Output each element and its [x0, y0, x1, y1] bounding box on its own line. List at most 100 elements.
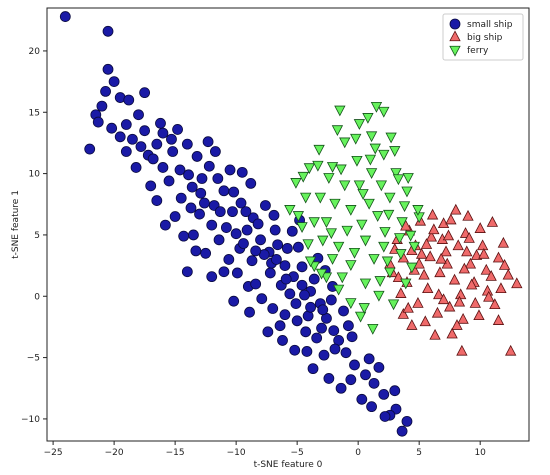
data-point-ferry	[326, 254, 339, 265]
data-point-ferry	[339, 137, 351, 149]
data-point-ferry	[364, 154, 377, 166]
data-point-ferry	[406, 262, 418, 274]
legend-items: small ship big ship ferry	[449, 18, 513, 57]
data-point-small-ship	[102, 63, 114, 75]
data-point-ferry	[353, 180, 366, 192]
data-point-big-ship	[486, 216, 499, 227]
data-point-small-ship	[139, 125, 151, 137]
data-point-ferry	[402, 173, 414, 184]
data-point-ferry	[292, 211, 305, 222]
x-tick-label: −20	[105, 448, 124, 458]
y-tick-label: 5	[34, 231, 40, 241]
data-point-small-ship	[235, 197, 247, 209]
data-point-big-ship	[444, 300, 456, 312]
data-point-ferry	[351, 155, 363, 167]
data-point-ferry	[334, 105, 346, 117]
data-point-small-ship	[345, 374, 357, 386]
data-point-big-ship	[492, 251, 505, 263]
data-point-small-ship	[130, 162, 142, 173]
data-point-small-ship	[188, 229, 199, 241]
data-point-ferry	[339, 180, 351, 192]
data-point-big-ship	[498, 258, 511, 270]
data-point-big-ship	[489, 298, 501, 309]
y-tick-label: 15	[29, 108, 40, 118]
data-point-ferry	[304, 256, 317, 268]
data-point-small-ship	[241, 224, 253, 236]
legend-item: ferry	[449, 45, 489, 57]
data-point-big-ship	[426, 208, 439, 220]
data-point-ferry	[378, 241, 390, 253]
data-point-small-ship	[279, 309, 291, 321]
data-point-small-ship	[100, 86, 111, 97]
data-point-small-ship	[212, 173, 224, 184]
data-point-big-ship	[478, 247, 490, 259]
data-point-small-ship	[360, 369, 371, 381]
data-point-small-ship	[167, 146, 179, 157]
data-point-ferry	[381, 256, 394, 268]
data-point-small-ship	[114, 131, 126, 143]
data-point-ferry	[385, 132, 397, 144]
data-point-small-ship	[151, 195, 163, 206]
data-point-ferry	[315, 268, 328, 280]
data-point-small-ship	[214, 206, 226, 218]
data-point-ferry	[353, 119, 366, 130]
data-point-small-ship	[250, 278, 262, 290]
data-point-ferry	[401, 186, 413, 198]
data-point-ferry	[302, 239, 314, 251]
y-tick-label: 0	[34, 292, 40, 302]
data-point-big-ship	[418, 268, 430, 280]
legend-marker	[449, 45, 461, 57]
data-point-big-ship	[485, 270, 497, 281]
data-point-big-ship	[492, 314, 505, 325]
data-point-small-ship	[196, 173, 208, 184]
data-point-small-ship	[120, 146, 132, 157]
data-point-small-ship	[368, 377, 380, 389]
data-point-small-ship	[325, 294, 337, 306]
data-point-big-ship	[425, 230, 438, 242]
data-point-ferry	[356, 219, 368, 231]
data-point-small-ship	[151, 138, 163, 150]
x-tick-label: −25	[44, 448, 63, 458]
data-point-small-ship	[373, 362, 385, 373]
legend-marker	[449, 18, 461, 30]
data-point-big-ship	[419, 315, 431, 327]
data-point-ferry	[348, 247, 361, 259]
y-tick-label: 20	[29, 47, 41, 57]
legend-label: small ship	[467, 20, 513, 30]
data-point-small-ship	[245, 178, 257, 189]
data-point-small-ship	[236, 166, 248, 178]
data-point-small-ship	[206, 219, 218, 231]
data-point-ferry	[320, 272, 333, 284]
data-point-small-ship	[292, 241, 304, 253]
data-point-ferry	[320, 217, 333, 229]
data-point-small-ship	[84, 143, 96, 155]
data-point-small-ship	[317, 304, 329, 316]
data-point-big-ship	[395, 287, 407, 298]
data-point-big-ship	[445, 213, 457, 225]
data-point-ferry	[325, 228, 337, 240]
data-point-ferry	[362, 113, 374, 124]
data-point-ferry	[404, 230, 417, 242]
legend-item: big ship	[449, 30, 503, 43]
data-point-small-ship	[181, 266, 193, 278]
data-point-small-ship	[194, 208, 205, 220]
data-point-ferry	[359, 235, 372, 247]
data-point-small-ship	[218, 185, 230, 197]
data-point-small-ship	[172, 124, 183, 135]
data-point-small-ship	[213, 234, 225, 246]
data-point-ferry	[383, 209, 395, 221]
legend-label: ferry	[467, 46, 489, 56]
data-point-small-ship	[123, 94, 135, 106]
data-point-small-ship	[106, 122, 118, 134]
data-point-ferry	[363, 198, 375, 210]
data-point-big-ship	[458, 262, 470, 274]
data-point-big-ship	[420, 238, 433, 249]
data-point-big-ship	[480, 263, 492, 275]
data-point-small-ship	[389, 385, 401, 397]
data-point-small-ship	[307, 363, 319, 375]
data-point-small-ship	[260, 200, 271, 211]
data-point-ferry	[378, 149, 390, 161]
x-tick-label: 0	[355, 448, 361, 458]
axes-frame	[46, 7, 530, 442]
